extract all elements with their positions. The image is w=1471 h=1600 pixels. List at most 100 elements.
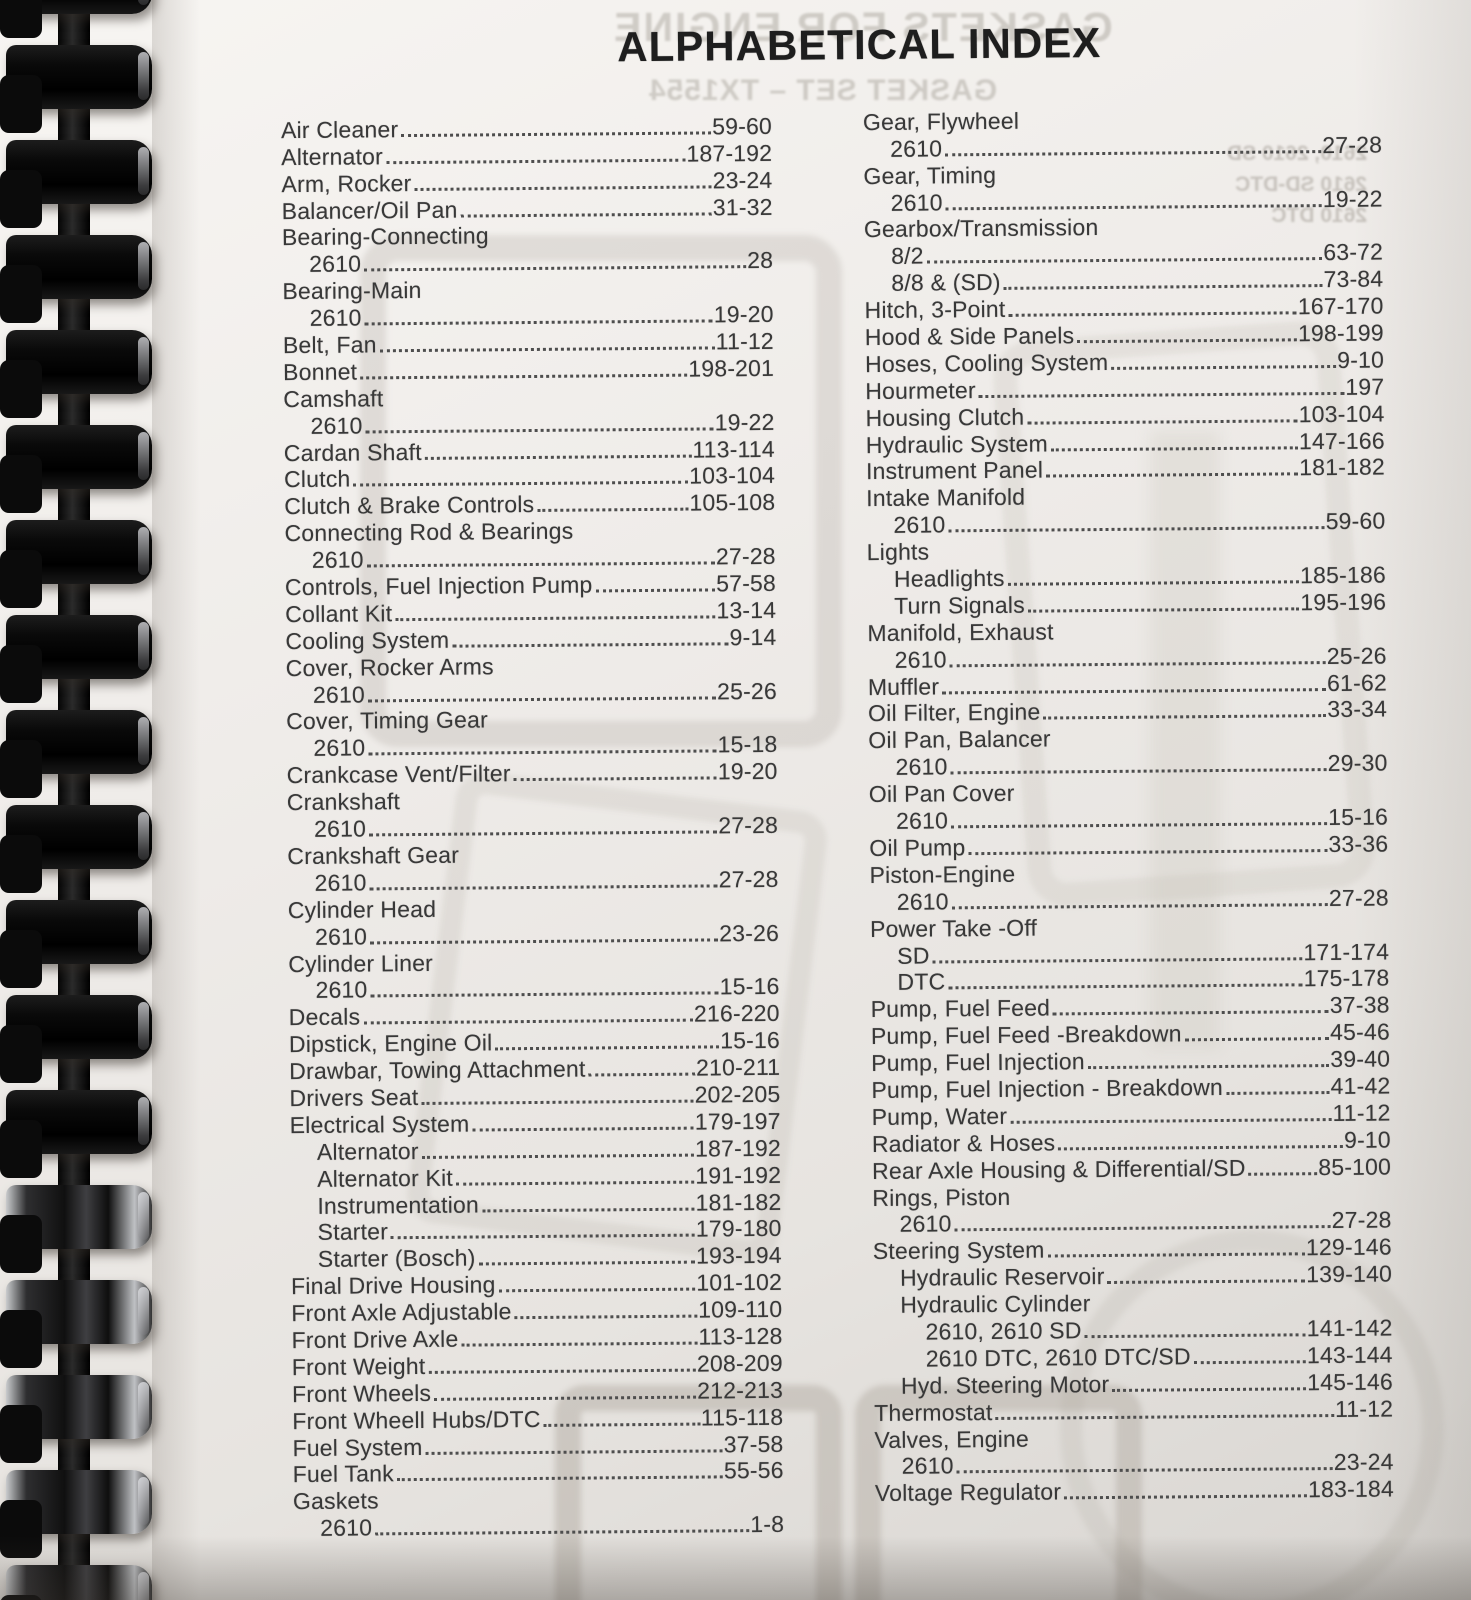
entry-pages: 45-46 [1329,1018,1391,1046]
entry-label: Front Weight [291,1352,426,1380]
entry-pages: 167-170 [1297,292,1384,320]
entry-label: Housing Clutch [865,403,1025,431]
index-row: Electrical System 179-197 [290,1107,781,1138]
entry-label: 2610 [320,1514,373,1542]
index-row: Camshaft [283,381,774,412]
entry-pages: 129-146 [1305,1233,1392,1261]
dot-leader [396,1475,723,1482]
entry-pages: 113-114 [692,435,775,463]
index-row: Gaskets [292,1483,784,1515]
dot-leader [395,615,716,622]
entry-label: Bearing-Main [282,277,422,305]
entry-pages: 27-28 [1322,131,1383,158]
entry-label: Starter [317,1218,389,1246]
entry-label: Hourmeter [865,376,976,404]
dot-leader [1064,1494,1308,1500]
entry-label: Dipstick, Engine Oil [288,1029,493,1058]
entry-pages: 145-146 [1307,1368,1394,1396]
entry-label: Gearbox/Transmission [863,214,1099,243]
entry-label: 2610 [311,546,364,574]
dot-leader [1053,1010,1329,1016]
index-row: Drivers Seat 202-205 [289,1080,780,1111]
index-row: Front Axle Adjustable 109-110 [291,1295,782,1326]
entry-pages: 19-20 [713,300,774,328]
entry-label: Camshaft [283,385,384,412]
entry-label: Belt, Fan [282,331,377,359]
entry-pages: 28 [747,247,774,274]
index-row: Arm, Rocker 23-24 [281,166,772,197]
dot-leader [1050,445,1299,452]
dot-leader [375,1529,750,1536]
entry-label: Cylinder Liner [288,949,434,977]
entry-label: Instrument Panel [865,456,1044,485]
dot-leader [455,1180,695,1186]
entry-label: 2610 [894,646,947,673]
index-row: Crankcase Vent/Filter 19-20 [287,757,778,788]
entry-pages: 37-38 [1329,991,1390,1019]
entry-label: 2610 [899,1210,952,1238]
index-row: Crankshaft Gear [287,838,778,869]
entry-pages: 59-60 [1325,507,1386,535]
entry-label: Clutch [283,466,351,493]
entry-label: Pump, Fuel Feed -Breakdown [870,1020,1182,1050]
entry-label: 2610 [314,869,367,896]
index-row: Balancer/Oil Pan 31-32 [282,193,773,223]
entry-label: 8/2 [891,242,924,270]
index-row: Cooling System 9-14 [285,623,776,654]
entry-pages: 63-72 [1323,238,1384,266]
entry-pages: 191-192 [695,1161,782,1189]
entry-pages: 185-186 [1299,561,1387,589]
entry-label: 2610 [895,807,949,834]
index-row: Voltage Regulator 183-184 [875,1475,1394,1507]
index-row: Decals 216-220 [289,999,780,1030]
index-row: Starter (Bosch) 193-194 [291,1241,782,1272]
entry-label: Hyd. Steering Motor [900,1370,1110,1399]
dot-leader [1047,1252,1306,1258]
index-row: 2610 15-18 [286,730,777,761]
index-row: Drawbar, Towing Attachment 210-211 [289,1053,780,1084]
dot-leader [369,884,718,891]
entry-pages: 101-102 [696,1269,783,1296]
entry-pages: 15-16 [719,973,780,1000]
entry-label: Collant Kit [285,600,393,628]
entry-pages: 11-12 [1334,1395,1394,1422]
entry-pages: 9-10 [1337,346,1385,373]
page-title: ALPHABETICAL INDEX [617,19,1102,71]
entry-pages: 85-100 [1318,1153,1392,1180]
entry-pages: 187-192 [686,139,773,167]
entry-label: Lights [866,538,930,566]
index-row: 2610 19-22 [283,408,774,439]
entry-label: Front Wheell Hubs/DTC [292,1405,541,1434]
entry-label: Clutch & Brake Controls [284,491,535,520]
index-row: Cover, Timing Gear [286,703,777,735]
entry-label: Intake Manifold [866,484,1026,512]
entry-label: Cylinder Head [287,895,437,923]
entry-pages: 195-196 [1300,588,1387,616]
entry-pages: 115-118 [700,1403,784,1431]
index-row: Front Drive Axle 113-128 [291,1322,782,1353]
entry-pages: 103-104 [1298,400,1385,427]
entry-label: DTC [897,968,946,996]
entry-pages: 23-24 [712,166,773,194]
dot-leader [1084,1333,1306,1339]
entry-label: 2610 [309,250,362,278]
entry-label: Decals [288,1003,361,1031]
entry-pages: 13-14 [716,596,777,624]
dot-leader [421,1153,695,1159]
entry-label: Gaskets [292,1487,379,1515]
entry-pages: 171-174 [1303,938,1390,965]
entry-label: Connecting Rod & Bearings [284,517,574,547]
dot-leader [385,158,686,165]
index-row: Controls, Fuel Injection Pump 57-58 [285,569,776,600]
dot-leader [1003,284,1323,291]
entry-label: Electrical System [289,1110,470,1138]
entry-label: Steering System [872,1236,1045,1265]
dot-leader [1111,364,1337,370]
dot-leader [1077,338,1298,344]
index-row: Clutch 103-104 [284,461,775,492]
entry-label: Valves, Engine [874,1425,1030,1453]
dot-leader [428,1368,697,1374]
dot-leader [472,1126,694,1132]
dot-leader [365,427,714,434]
